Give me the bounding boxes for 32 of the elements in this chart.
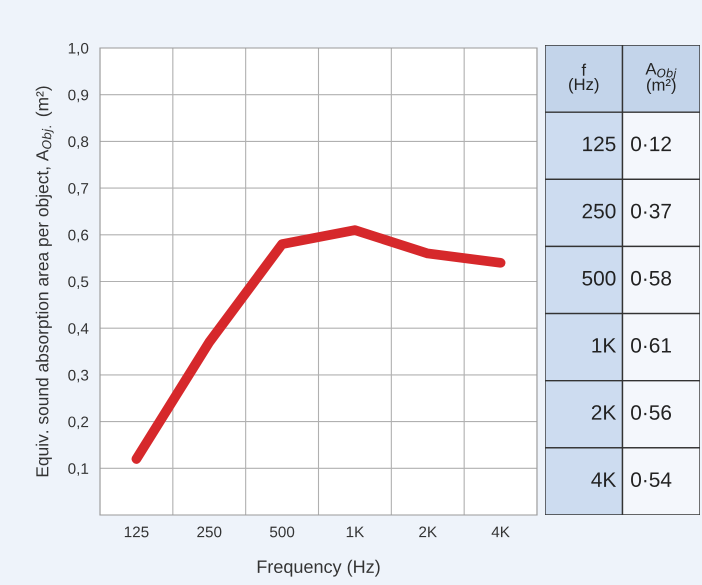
y-tick-label: 0,4 (68, 323, 88, 336)
y-tick-label: 0,8 (68, 136, 88, 149)
y-tick-label: 0,9 (68, 90, 88, 102)
x-tick-label: 2K (419, 526, 437, 538)
category-label: 125 (583, 136, 616, 152)
y-tick-label: 0,1 (68, 463, 88, 476)
y-tick-label: 1,0 (68, 42, 88, 56)
x-axis-title: Frequency (Hz) (258, 560, 380, 577)
text: 0·61 (631, 338, 671, 353)
category-label: 250 (582, 204, 616, 218)
category-label: 2K (592, 405, 616, 420)
y-tick-label: 0,3 (68, 370, 88, 382)
text: 0·54 (631, 472, 672, 488)
x-tick-label: 4K (492, 526, 510, 538)
text: f (Hz) (569, 64, 598, 94)
category-label: 1K (592, 338, 616, 353)
text: 0·12 (631, 136, 671, 152)
y-tick-label: 0,7 (68, 182, 88, 196)
y-axis-title: Equiv. sound absorption area per object, A$_{Obj.}$ (m²) (36, 86, 54, 476)
text: 0·56 (631, 405, 672, 420)
category-label: 500 (582, 270, 616, 286)
x-tick-label: 125 (124, 526, 149, 538)
y-tick-label: 0,5 (68, 276, 88, 289)
text: A$_{Obj}$ (m²) (645, 63, 677, 94)
x-tick-label: 250 (197, 526, 222, 538)
y-tick-label: 0,2 (68, 416, 88, 430)
x-tick-label: 1K (346, 526, 364, 538)
text: 0·37 (631, 204, 671, 218)
y-tick-label: 0,6 (68, 230, 88, 242)
text: 0·58 (631, 270, 672, 286)
x-tick-label: 500 (270, 526, 294, 538)
category-label: 4K (591, 472, 616, 487)
